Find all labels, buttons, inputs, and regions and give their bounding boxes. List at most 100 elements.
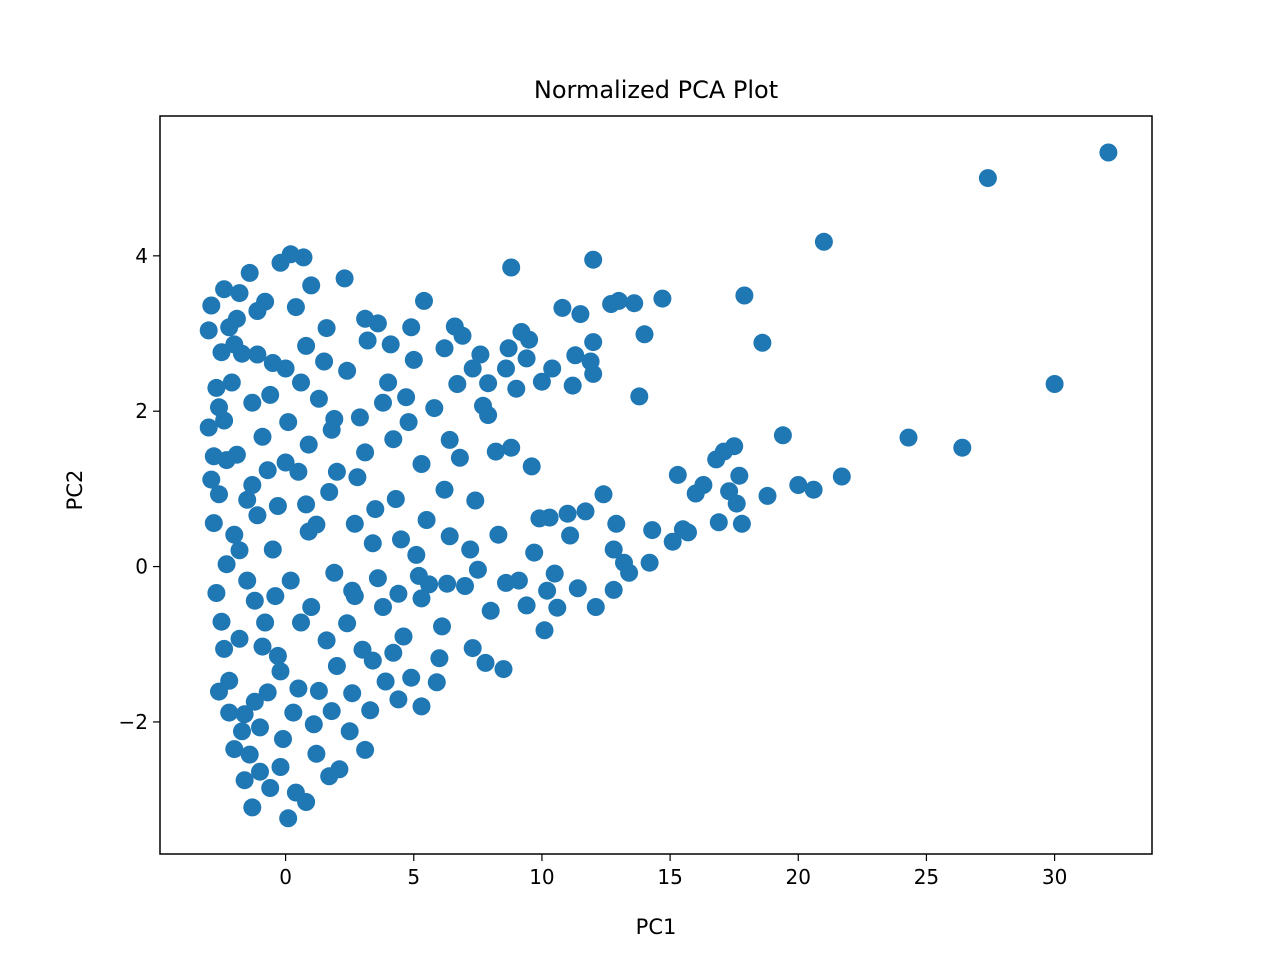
data-point [309, 389, 328, 408]
data-point [279, 809, 298, 828]
data-point [486, 442, 505, 461]
data-point [358, 331, 377, 350]
data-point [412, 589, 431, 608]
data-point [732, 514, 751, 533]
data-point [320, 483, 339, 501]
data-point [407, 545, 426, 564]
data-point [230, 284, 249, 303]
x-tick-label: 30 [1042, 865, 1067, 889]
data-point [235, 771, 254, 790]
data-point [604, 580, 623, 599]
data-point [563, 376, 582, 395]
data-point [261, 779, 280, 797]
y-tick-label: 4 [135, 244, 148, 268]
data-point [248, 345, 267, 364]
data-point [479, 374, 498, 393]
data-point [317, 319, 336, 338]
data-point [543, 359, 562, 378]
data-point [210, 485, 228, 504]
data-point [538, 581, 557, 600]
data-point [502, 438, 521, 457]
data-point [392, 530, 410, 549]
x-tick-label: 20 [786, 865, 811, 889]
data-point [284, 703, 303, 722]
data-point [640, 553, 659, 572]
plot-frame [159, 115, 1153, 855]
data-point [374, 393, 392, 412]
data-point [522, 457, 541, 476]
data-point [507, 379, 526, 398]
data-point [258, 683, 277, 702]
data-point [978, 169, 997, 188]
data-point [409, 566, 428, 585]
data-point [720, 482, 739, 501]
x-axis-label: PC1 [636, 915, 677, 939]
data-point [322, 702, 341, 721]
data-point [240, 263, 259, 282]
data-point [338, 614, 357, 633]
y-tick-label: −2 [119, 710, 148, 734]
data-point [673, 520, 692, 539]
data-point [207, 378, 226, 397]
data-point [225, 525, 244, 544]
data-point [576, 502, 595, 521]
data-point [561, 526, 580, 545]
data-point [263, 540, 282, 559]
data-point [402, 318, 421, 337]
data-point [248, 506, 267, 525]
data-point [384, 430, 403, 449]
data-point [753, 333, 772, 352]
data-point [1099, 143, 1118, 162]
data-point [594, 485, 613, 504]
data-point [286, 783, 305, 802]
data-point [558, 504, 577, 523]
data-point [230, 541, 249, 560]
data-point [340, 722, 359, 741]
data-point [814, 232, 833, 251]
data-point [299, 435, 318, 454]
data-point [584, 250, 603, 269]
data-point [271, 662, 290, 681]
data-point [199, 418, 218, 437]
data-point [625, 294, 644, 313]
data-point [268, 497, 287, 515]
data-point [635, 325, 654, 344]
data-point [494, 660, 513, 679]
data-point [471, 345, 490, 364]
data-point [225, 335, 244, 354]
data-point [456, 577, 474, 595]
data-point [261, 385, 280, 404]
data-point [297, 495, 316, 514]
data-point [243, 393, 262, 412]
data-point [258, 461, 277, 480]
data-point [663, 532, 682, 551]
data-point [368, 569, 387, 588]
data-point [204, 514, 223, 533]
data-point [217, 451, 236, 470]
data-point [327, 657, 346, 675]
data-point [545, 564, 564, 583]
data-point [302, 598, 321, 616]
data-point [604, 540, 623, 559]
x-tick-label: 5 [407, 865, 420, 889]
data-point [366, 500, 385, 519]
data-point [773, 426, 792, 445]
data-point [356, 443, 375, 462]
data-point [479, 406, 498, 425]
data-point [256, 613, 275, 632]
x-tick-label: 25 [914, 865, 939, 889]
data-point [345, 587, 364, 606]
data-point [225, 740, 244, 759]
y-tick-label: 0 [135, 555, 148, 579]
data-point [253, 637, 272, 656]
data-point [450, 448, 469, 467]
data-point [445, 317, 464, 336]
y-axis-label: PC2 [63, 470, 87, 511]
data-point [317, 631, 336, 650]
data-point [394, 627, 413, 646]
data-point [953, 438, 972, 457]
data-point [286, 298, 305, 317]
data-point [435, 480, 454, 499]
data-point [397, 388, 416, 407]
data-point [251, 718, 269, 737]
